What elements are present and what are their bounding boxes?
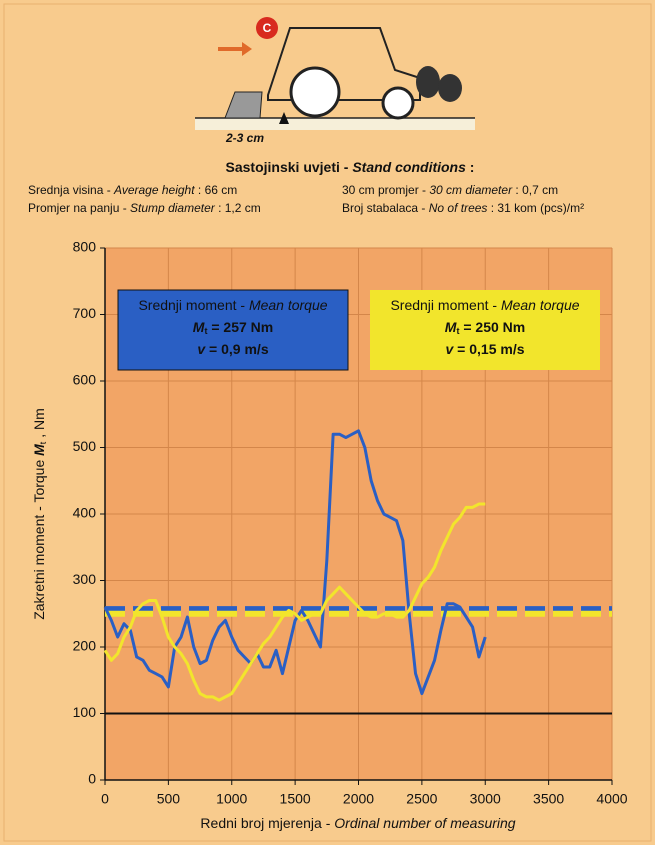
y-title-part: M [31,444,47,456]
legend-heading: Srednji moment - Mean torque [138,297,327,313]
tree [438,74,462,102]
legend-mean-part: t [204,326,207,336]
legend-mean-part: t [456,326,459,336]
x-tick-label: 500 [157,791,181,807]
x-tick-label: 0 [101,791,109,807]
legend-background [370,290,600,370]
y-tick-label: 500 [73,438,97,454]
condition-part: : 31 kom (pcs)/m² [487,201,584,215]
x-tick-label: 2000 [343,791,374,807]
condition-part: No of trees [429,201,488,215]
legend-heading-part: Mean torque [249,297,328,313]
legend-mean: Mt = 257 Nm [193,319,273,337]
title-part: Stand conditions [352,159,466,175]
condition-part: 30 cm diameter [429,183,513,197]
x-title-part: Ordinal number of measuring [334,815,516,831]
y-tick-label: 600 [73,372,97,388]
legend-speed-part: = 0,9 m/s [205,341,269,357]
legend-box: Srednji moment - Mean torque Mt = 250 Nm v… [370,290,600,370]
chart-title: Sastojinski uvjeti - Stand conditions : [226,159,475,175]
condition-part: Average height [113,183,195,197]
legend-mean-part: M [193,319,205,335]
y-title-part: , Nm [31,408,47,441]
legend-mean: Mt = 250 Nm [445,319,525,337]
legend-background [117,289,349,371]
y-tick-label: 0 [88,771,96,787]
x-tick-label: 1000 [216,791,247,807]
marker-label: C [263,21,272,35]
legend-heading-part: Mean torque [501,297,580,313]
y-title-part: t [38,441,48,444]
condition: 30 cm promjer - 30 cm diameter : 0,7 cm [342,183,558,197]
legend-speed: v = 0,15 m/s [445,341,524,357]
marker-badge [256,17,278,39]
legend-speed-part: v [197,341,206,357]
tree [416,66,440,98]
legend-heading: Srednji moment - Mean torque [390,297,579,313]
legend-heading-part: Srednji moment - [390,297,500,313]
x-axis-title: Redni broj mjerenja - Ordinal number of … [200,815,515,831]
legend-mean-part: M [445,319,457,335]
depth-label: 2-3 cm [225,131,264,145]
condition-part: Srednja visina - [28,183,114,197]
y-tick-label: 200 [73,638,97,654]
illustration: C 2-3 cm [195,17,475,145]
condition: Broj stabalaca - No of trees : 31 kom (p… [342,201,584,215]
y-tick-label: 400 [73,505,97,521]
conditions: Srednja visina - Average height : 66 cm 3… [28,183,584,215]
x-tick-label: 1500 [280,791,311,807]
condition-part: Stump diameter [130,201,216,215]
condition-part: : 1,2 cm [215,201,261,215]
condition-part: : 0,7 cm [512,183,558,197]
legend-mean-part: = 250 Nm [459,319,525,335]
x-tick-label: 4000 [596,791,627,807]
title-part: : [466,159,475,175]
condition-part: Broj stabalaca - [342,201,429,215]
condition-part: 30 cm promjer - [342,183,429,197]
condition: Promjer na panju - Stump diameter : 1,2 … [28,201,261,215]
condition-part: : 66 cm [195,183,238,197]
x-tick-label: 3000 [470,791,501,807]
x-title-part: Redni broj mjerenja - [200,815,334,831]
condition: Srednja visina - Average height : 66 cm [28,183,237,197]
direction-arrow [218,42,252,56]
cutter [224,91,263,119]
series-line [103,429,487,696]
depth-arrow [279,112,289,124]
y-tick-label: 700 [73,305,97,321]
legend-speed-part: v [445,341,454,357]
y-tick-label: 300 [73,571,97,587]
title-part: Sastojinski uvjeti - [226,159,353,175]
legend-heading-part: Srednji moment - [138,297,248,313]
x-tick-label: 3500 [533,791,564,807]
x-tick-label: 2500 [406,791,437,807]
legend-speed-part: = 0,15 m/s [453,341,524,357]
wheel [381,86,415,120]
y-tick-label: 800 [73,239,97,255]
y-tick-label: 100 [73,704,97,720]
condition-part: Promjer na panju - [28,201,130,215]
ground [195,118,475,130]
legend-speed: v = 0,9 m/s [197,341,268,357]
wheel [289,66,341,118]
y-axis-title: Zakretni moment - Torque Mt , Nm [31,408,49,620]
legend-mean-part: = 257 Nm [207,319,273,335]
y-title-part: Zakretni moment - Torque [31,456,47,620]
series-line [103,502,486,702]
